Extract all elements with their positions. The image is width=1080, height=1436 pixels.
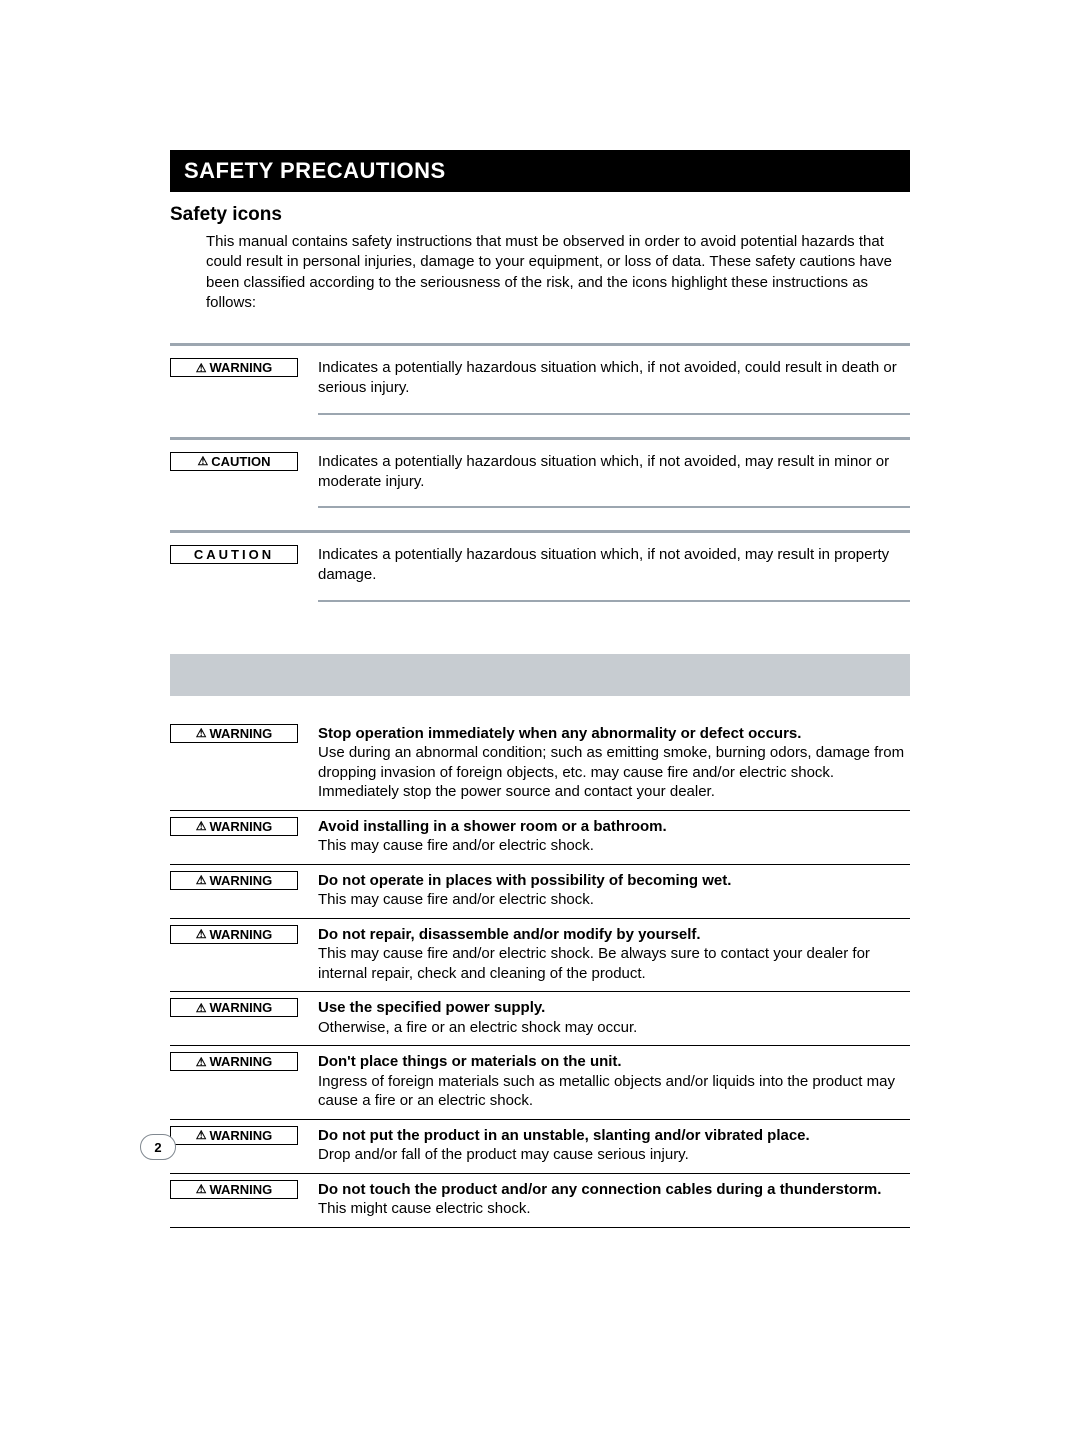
warning-label: ⚠WARNING <box>170 1126 298 1145</box>
section-title-bar: SAFETY PRECAUTIONS <box>170 150 910 192</box>
gray-separator-band <box>170 654 910 696</box>
page-number: 2 <box>154 1140 161 1155</box>
warning-label-text: WARNING <box>209 1182 272 1197</box>
warning-label: ⚠WARNING <box>170 817 298 836</box>
warning-body: Do not put the product in an unstable, s… <box>318 1126 910 1165</box>
icon-definitions: ⚠WARNINGIndicates a potentially hazardou… <box>170 343 910 602</box>
page-number-badge: 2 <box>140 1134 176 1160</box>
definition-text: Indicates a potentially hazardous situat… <box>318 452 910 509</box>
warning-label: ⚠WARNING <box>170 998 298 1017</box>
definition-row: CAUTION Indicates a potentially hazardous… <box>170 530 910 602</box>
warning-row: ⚠WARNING Do not repair, disassemble and/o… <box>170 919 910 993</box>
hazard-label: ⚠CAUTION <box>170 452 298 471</box>
warning-label: ⚠WARNING <box>170 925 298 944</box>
warning-body: Do not operate in places with possibilit… <box>318 871 910 910</box>
intro-paragraph: This manual contains safety instructions… <box>170 232 910 313</box>
warning-triangle-icon: ⚠ <box>196 1183 207 1195</box>
warning-description: Ingress of foreign materials such as met… <box>318 1072 910 1111</box>
warning-row: ⚠WARNING Don't place things or materials … <box>170 1046 910 1120</box>
warning-body: Avoid installing in a shower room or a b… <box>318 817 910 856</box>
warning-label-text: WARNING <box>209 1054 272 1069</box>
warning-label-text: WARNING <box>209 1128 272 1143</box>
definition-text: Indicates a potentially hazardous situat… <box>318 545 910 602</box>
warning-description: Use during an abnormal condition; such a… <box>318 743 910 802</box>
warning-triangle-icon: ⚠ <box>196 820 207 832</box>
warning-description: This might cause electric shock. <box>318 1199 910 1219</box>
warning-label-text: WARNING <box>209 726 272 741</box>
warning-heading: Do not operate in places with possibilit… <box>318 871 910 891</box>
page: SAFETY PRECAUTIONS Safety icons This man… <box>0 0 1080 1436</box>
warnings-list: ⚠WARNINGStop operation immediately when … <box>170 718 910 1228</box>
warning-heading: Use the specified power supply. <box>318 998 910 1018</box>
warning-heading: Stop operation immediately when any abno… <box>318 724 910 744</box>
warning-body: Do not touch the product and/or any conn… <box>318 1180 910 1219</box>
warning-row: ⚠WARNING Stop operation immediately when … <box>170 718 910 811</box>
warning-description: This may cause fire and/or electric shoc… <box>318 836 910 856</box>
warning-triangle-icon: ⚠ <box>196 1129 207 1141</box>
warning-triangle-icon: ⚠ <box>196 727 207 739</box>
warning-body: Stop operation immediately when any abno… <box>318 724 910 802</box>
hazard-label-text: WARNING <box>209 360 272 375</box>
warning-triangle-icon: ⚠ <box>196 874 207 886</box>
warning-row: ⚠WARNING Use the specified power supply.O… <box>170 992 910 1046</box>
warning-row: ⚠WARNING Do not put the product in an uns… <box>170 1120 910 1174</box>
warning-row: ⚠WARNING Do not touch the product and/or … <box>170 1174 910 1228</box>
warning-body: Use the specified power supply.Otherwise… <box>318 998 910 1037</box>
warning-heading: Do not touch the product and/or any conn… <box>318 1180 910 1200</box>
warning-description: Drop and/or fall of the product may caus… <box>318 1145 910 1165</box>
warning-label-text: WARNING <box>209 1000 272 1015</box>
hazard-label-text: CAUTION <box>211 454 270 469</box>
warning-triangle-icon: ⚠ <box>198 455 209 467</box>
warning-label: ⚠WARNING <box>170 724 298 743</box>
definition-row: ⚠WARNING Indicates a potentially hazardou… <box>170 343 910 415</box>
warning-label-text: WARNING <box>209 873 272 888</box>
warning-row: ⚠WARNING Do not operate in places with po… <box>170 865 910 919</box>
subsection-heading: Safety icons <box>170 204 910 226</box>
warning-triangle-icon: ⚠ <box>196 1056 207 1068</box>
warning-row: ⚠WARNING Avoid installing in a shower roo… <box>170 811 910 865</box>
warning-heading: Do not put the product in an unstable, s… <box>318 1126 910 1146</box>
warning-label-text: WARNING <box>209 927 272 942</box>
warning-body: Don't place things or materials on the u… <box>318 1052 910 1111</box>
warning-heading: Do not repair, disassemble and/or modify… <box>318 925 910 945</box>
warning-label: ⚠WARNING <box>170 1180 298 1199</box>
warning-description: Otherwise, a fire or an electric shock m… <box>318 1018 910 1038</box>
warning-description: This may cause fire and/or electric shoc… <box>318 944 910 983</box>
hazard-label: CAUTION <box>170 545 298 564</box>
hazard-label-text: CAUTION <box>194 547 274 562</box>
warning-label-text: WARNING <box>209 819 272 834</box>
warning-heading: Avoid installing in a shower room or a b… <box>318 817 910 837</box>
warning-label: ⚠WARNING <box>170 1052 298 1071</box>
warning-triangle-icon: ⚠ <box>196 928 207 940</box>
section-title: SAFETY PRECAUTIONS <box>184 158 446 183</box>
warning-description: This may cause fire and/or electric shoc… <box>318 890 910 910</box>
definition-text: Indicates a potentially hazardous situat… <box>318 358 910 415</box>
warning-label: ⚠WARNING <box>170 871 298 890</box>
warning-body: Do not repair, disassemble and/or modify… <box>318 925 910 984</box>
definition-row: ⚠CAUTION Indicates a potentially hazardou… <box>170 437 910 509</box>
warning-triangle-icon: ⚠ <box>196 362 207 374</box>
warning-triangle-icon: ⚠ <box>196 1002 207 1014</box>
warning-heading: Don't place things or materials on the u… <box>318 1052 910 1072</box>
hazard-label: ⚠WARNING <box>170 358 298 377</box>
